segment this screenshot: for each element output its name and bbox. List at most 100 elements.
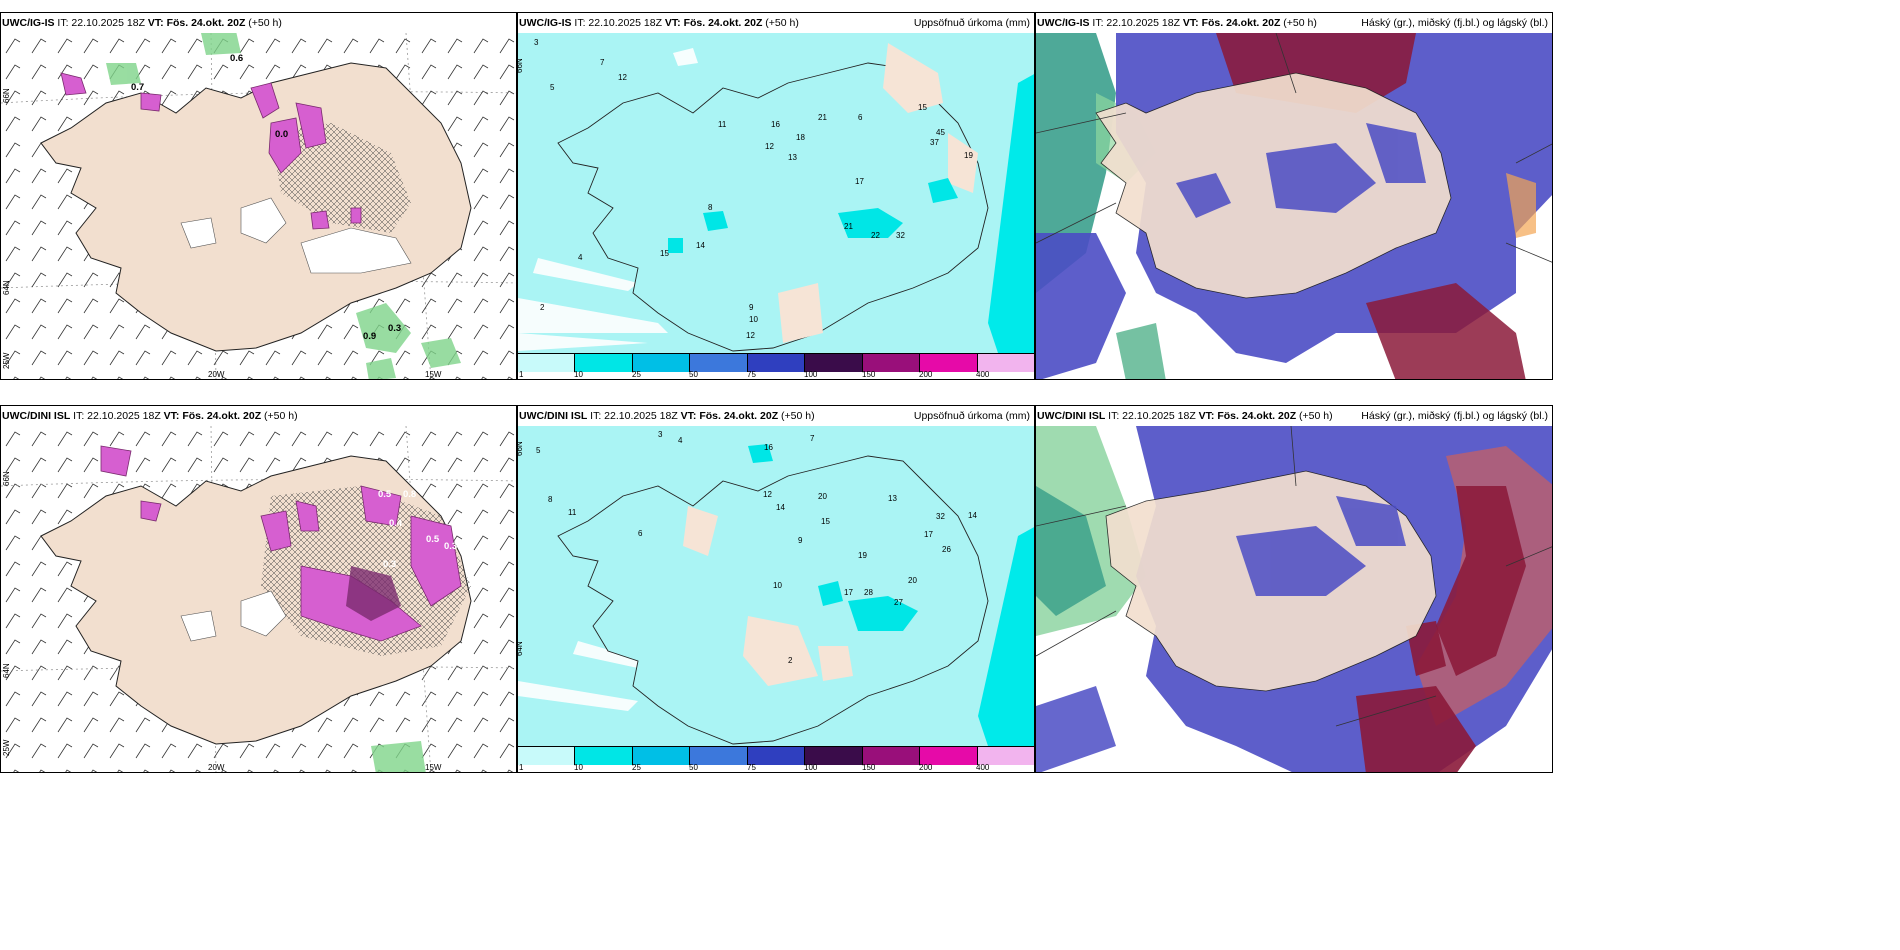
colorbar-swatch (518, 747, 576, 765)
precip-value: 16 (771, 120, 780, 129)
precip-value: 4 (678, 436, 683, 445)
precip-value: 2 (540, 303, 545, 312)
panel-header: UWC/DINI ISL IT: 22.10.2025 18Z VT: Fös.… (1, 406, 516, 426)
snow-map (1, 426, 516, 772)
precip-value: 37 (930, 138, 939, 147)
precip-value: 21 (844, 222, 853, 231)
colorbar-swatch (805, 747, 863, 765)
lat-label: 66N (2, 471, 11, 486)
precip-value: 7 (810, 434, 815, 443)
precip-value: 10 (773, 581, 782, 590)
colorbar-swatch (805, 354, 863, 372)
colorbar-swatch (747, 354, 806, 372)
precip-value: 6 (858, 113, 863, 122)
colorbar-swatch (518, 354, 576, 372)
lon-label: 20W (208, 370, 225, 379)
lon-label: 15W (425, 370, 442, 379)
panel-header: UWC/DINI ISL IT: 22.10.2025 18Z VT: Fös.… (518, 406, 1034, 426)
lat-label: 66N (2, 88, 11, 103)
precip-value: 14 (696, 241, 705, 250)
colorbar-swatch (690, 747, 748, 765)
colorbar-swatch (862, 747, 921, 765)
precip-value: 17 (924, 530, 933, 539)
snow-label: 0.5 (378, 489, 392, 500)
precip-value: 5 (550, 83, 555, 92)
precip-value: 17 (844, 588, 853, 597)
precip-value: 2 (788, 656, 793, 665)
panel-bottom-clouds: UWC/DINI ISL IT: 22.10.2025 18Z VT: Fös.… (1035, 405, 1553, 773)
precip-value: 22 (871, 231, 880, 240)
precip-value: 7 (600, 58, 605, 67)
precip-value: 14 (968, 511, 977, 520)
panel-bottom-precip: UWC/DINI ISL IT: 22.10.2025 18Z VT: Fös.… (517, 405, 1035, 773)
lat-label: 25W (2, 739, 11, 756)
precip-value: 26 (942, 545, 951, 554)
panel-header: UWC/IG-IS IT: 22.10.2025 18Z VT: Fös. 24… (1, 13, 516, 33)
precip-value: 11 (718, 120, 727, 129)
lat-label: 64N (517, 641, 524, 656)
precip-value: 12 (618, 73, 627, 82)
precip-value: 15 (821, 517, 830, 526)
colorbar-ticks: 1 10 25 50 75 100 150 200 400 (519, 370, 990, 379)
precip-colorbar (518, 353, 1034, 372)
precip-value: 21 (818, 113, 827, 122)
snow-label: 0.7 (131, 82, 145, 93)
colorbar-swatch (632, 747, 691, 765)
precip-colorbar (518, 746, 1034, 765)
precip-map (518, 33, 1034, 353)
lat-label: 66N (517, 441, 524, 456)
precip-value: 15 (660, 249, 669, 258)
precip-value: 6 (638, 529, 643, 538)
precip-value: 9 (749, 303, 754, 312)
snow-map (1, 33, 516, 379)
precip-value: 27 (894, 598, 903, 607)
precip-value: 32 (936, 512, 945, 521)
precip-value: 12 (746, 331, 755, 340)
colorbar-swatch (862, 354, 921, 372)
panel-top-clouds: UWC/IG-IS IT: 22.10.2025 18Z VT: Fös. 24… (1035, 12, 1553, 380)
snow-label: 0.5 (426, 534, 440, 545)
panel-top-snow: UWC/IG-IS IT: 22.10.2025 18Z VT: Fös. 24… (0, 12, 517, 380)
lat-label: 64N (2, 280, 11, 295)
precip-value: 11 (568, 508, 577, 517)
colorbar-swatch (920, 354, 978, 372)
colorbar-swatch (747, 747, 806, 765)
colorbar-swatch (920, 747, 978, 765)
precip-value: 18 (796, 133, 805, 142)
precip-value: 13 (788, 153, 797, 162)
panel-header: UWC/IG-IS IT: 22.10.2025 18Z VT: Fös. 24… (518, 13, 1034, 33)
colorbar-ticks: 1 10 25 50 75 100 150 200 400 (519, 763, 990, 772)
lat-label: 25W (2, 352, 11, 369)
colorbar-swatch (575, 354, 633, 372)
colorbar-swatch (575, 747, 633, 765)
precip-value: 28 (864, 588, 873, 597)
lat-label: 66N (517, 58, 524, 73)
precip-map (518, 426, 1034, 746)
panel-bottom-snow: UWC/DINI ISL IT: 22.10.2025 18Z VT: Fös.… (0, 405, 517, 773)
lon-label: 20W (208, 763, 225, 772)
precip-value: 10 (749, 315, 758, 324)
precip-value: 13 (888, 494, 897, 503)
precip-value: 19 (858, 551, 867, 560)
snow-label: 0.3 (444, 541, 458, 552)
precip-value: 12 (763, 490, 772, 499)
snow-label: 0.6 (230, 53, 244, 64)
precip-value: 19 (964, 151, 973, 160)
snow-label: 0.3 (388, 323, 402, 334)
precip-value: 17 (855, 177, 864, 186)
precip-value: 20 (818, 492, 827, 501)
precip-value: 8 (708, 203, 713, 212)
cloud-map (1036, 426, 1552, 772)
lat-label: 64N (2, 663, 11, 678)
precip-value: 45 (936, 128, 945, 137)
precip-value: 9 (798, 536, 803, 545)
colorbar-swatch (977, 354, 1034, 372)
panel-header: UWC/DINI ISL IT: 22.10.2025 18Z VT: Fös.… (1036, 406, 1552, 426)
panel-top-precip: UWC/IG-IS IT: 22.10.2025 18Z VT: Fös. 24… (517, 12, 1035, 380)
precip-value: 15 (918, 103, 927, 112)
colorbar-swatch (632, 354, 691, 372)
precip-value: 3 (658, 430, 663, 439)
precip-value: 5 (536, 446, 541, 455)
precip-value: 8 (548, 495, 553, 504)
cloud-map (1036, 33, 1552, 379)
